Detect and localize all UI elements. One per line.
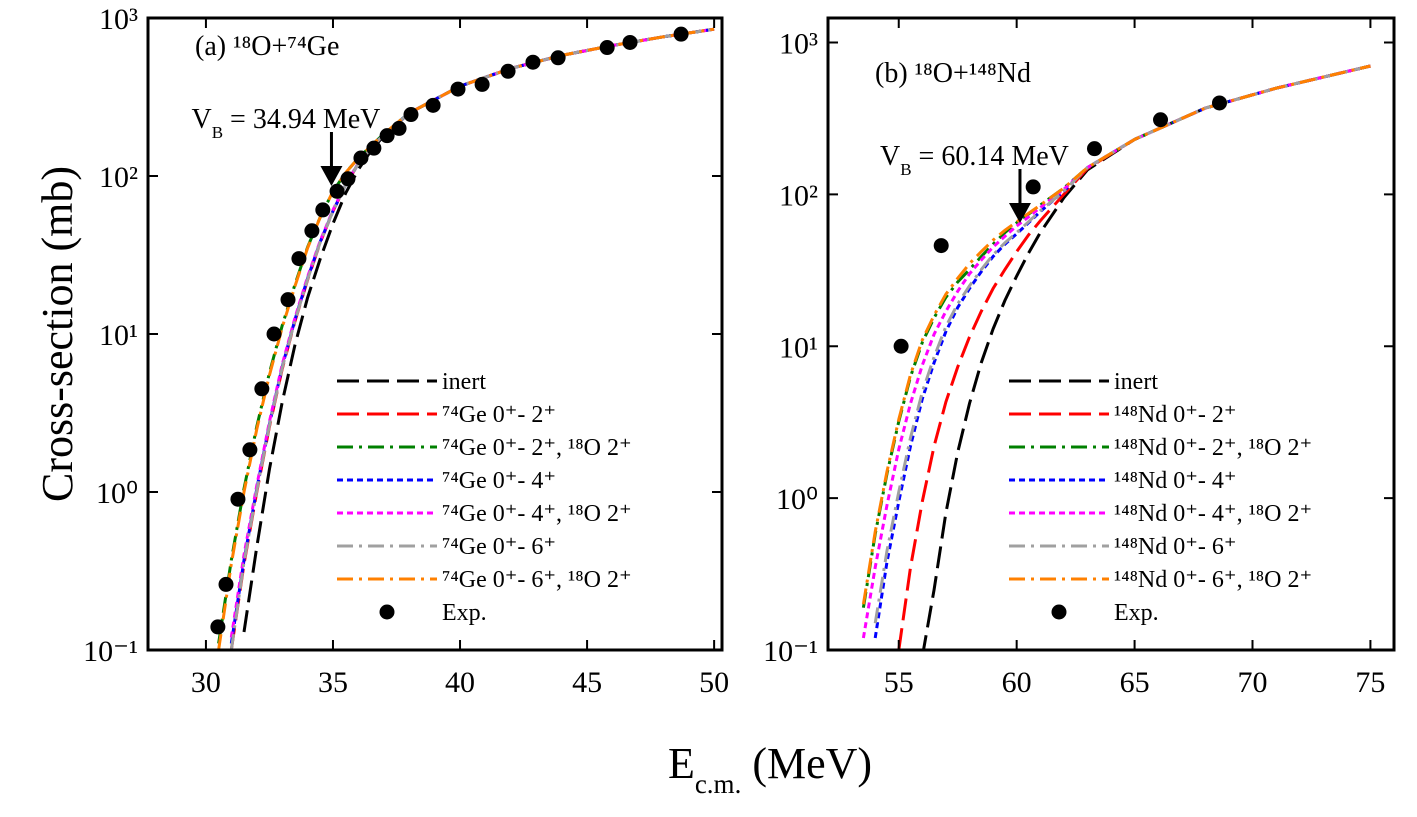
legend-label: inert — [442, 369, 486, 395]
annotation-arrowhead — [320, 166, 343, 186]
x-tick-label: 45 — [572, 666, 602, 699]
data-point — [1153, 112, 1169, 128]
x-tick-label: 40 — [445, 666, 475, 699]
x-tick-label: 55 — [884, 666, 914, 699]
data-point — [893, 338, 909, 354]
y-tick-label: 10² — [99, 161, 138, 194]
panel-title: (a) ¹⁸O+⁷⁴Ge — [195, 31, 339, 62]
data-point — [425, 97, 441, 113]
data-point — [474, 76, 490, 92]
plot-frame — [146, 16, 724, 652]
data-point — [340, 171, 356, 187]
plot-frame — [826, 16, 1396, 652]
x-tick-label: 65 — [1120, 666, 1150, 699]
data-point — [622, 34, 638, 50]
data-point — [218, 576, 234, 592]
y-tick-label: 10⁰ — [776, 483, 818, 516]
y-tick-label: 10¹ — [779, 331, 818, 364]
legend-label: ¹⁴⁸Nd 0⁺- 2⁺ — [1114, 402, 1237, 428]
y-tick-label: 10⁻¹ — [763, 635, 818, 668]
annotation: VB = 34.94 MeV — [191, 104, 380, 142]
text-part: V — [880, 141, 900, 172]
data-point — [599, 40, 615, 56]
x-tick-label: 30 — [191, 666, 221, 699]
y-tick-label: 10³ — [779, 28, 818, 61]
x-tick-label: 70 — [1238, 666, 1268, 699]
data-point — [450, 81, 466, 97]
data-point — [500, 63, 516, 79]
data-point — [304, 223, 320, 239]
data-point — [329, 183, 345, 199]
legend-label: ⁷⁴Ge 0⁺- 2⁺ — [442, 402, 556, 428]
y-tick-label: 10² — [779, 179, 818, 212]
data-point — [1086, 141, 1102, 157]
panel: 30 35 40 45 50 10⁻¹ 10⁰ 10¹ 10² 10³ (a) ¹⁸O+⁷⁴Ge VB… — [83, 3, 729, 699]
panel-title: (b) ¹⁸O+¹⁴⁸Nd — [875, 58, 1031, 89]
data-point — [280, 292, 296, 308]
data-point — [315, 202, 331, 218]
y-tick-label: 10³ — [99, 3, 138, 36]
legend-marker — [379, 604, 395, 620]
x-tick-label: 60 — [1002, 666, 1032, 699]
text-part: = 60.14 MeV — [912, 141, 1069, 172]
x-tick-label: 35 — [318, 666, 348, 699]
legend-label: ¹⁴⁸Nd 0⁺- 6⁺ — [1114, 534, 1237, 560]
legend-label: ¹⁴⁸Nd 0⁺- 2⁺, ¹⁸O 2⁺ — [1114, 435, 1312, 461]
text-part: V — [191, 104, 211, 135]
subscript: B — [212, 123, 223, 142]
legend-label: ⁷⁴Ge 0⁺- 6⁺, ¹⁸O 2⁺ — [442, 567, 632, 593]
x-tick-label: 50 — [699, 666, 729, 699]
data-point — [353, 150, 369, 166]
subscript: c.m. — [695, 769, 742, 799]
x-tick-label: 75 — [1355, 666, 1385, 699]
annotation-arrowhead — [1008, 203, 1031, 223]
y-axis-label: Cross-section (mb) — [33, 166, 82, 502]
data-point — [366, 140, 382, 156]
legend-label: ⁷⁴Ge 0⁺- 4⁺, ¹⁸O 2⁺ — [442, 501, 632, 527]
data-point — [933, 238, 949, 254]
line — [861, 64, 1371, 608]
line — [861, 64, 1371, 639]
x-axis-label: Ec.m. (MeV) — [668, 739, 872, 799]
annotation: VB = 60.14 MeV — [880, 141, 1069, 179]
legend-marker — [1051, 604, 1067, 620]
plot-area — [210, 26, 715, 650]
legend-label: ⁷⁴Ge 0⁺- 2⁺, ¹⁸O 2⁺ — [442, 435, 632, 461]
subscript: B — [900, 160, 911, 179]
legend-label: ¹⁴⁸Nd 0⁺- 4⁺ — [1114, 468, 1237, 494]
data-point — [254, 381, 270, 397]
y-tick-label: 10¹ — [99, 319, 138, 352]
text-part: E — [668, 739, 695, 788]
legend-label: Exp. — [442, 600, 487, 626]
plot-area — [861, 64, 1371, 650]
y-tick-label: 10⁰ — [96, 477, 138, 510]
data-point — [673, 26, 689, 42]
text-part: (MeV) — [741, 739, 872, 788]
data-point — [210, 619, 226, 635]
legend-label: ⁷⁴Ge 0⁺- 6⁺ — [442, 534, 556, 560]
text-part: = 34.94 MeV — [223, 104, 380, 135]
data-point — [550, 50, 566, 66]
line — [861, 64, 1371, 605]
data-point — [525, 54, 541, 70]
legend-label: ¹⁴⁸Nd 0⁺- 4⁺, ¹⁸O 2⁺ — [1114, 501, 1312, 527]
data-point — [1211, 95, 1227, 111]
panel: 55 60 65 70 75 10⁻¹ 10⁰ 10¹ 10² 10³ (b) ¹⁸O+¹⁴⁸Nd V… — [763, 16, 1396, 699]
legend-label: Exp. — [1114, 600, 1159, 626]
data-point — [242, 442, 258, 458]
legend-label: inert — [1114, 369, 1158, 395]
data-point — [266, 326, 282, 342]
data-point — [391, 120, 407, 136]
data-point — [403, 107, 419, 123]
y-tick-label: 10⁻¹ — [83, 635, 138, 668]
data-point — [379, 128, 395, 144]
legend-label: ⁷⁴Ge 0⁺- 4⁺ — [442, 468, 556, 494]
data-point — [1025, 179, 1041, 195]
legend-label: ¹⁴⁸Nd 0⁺- 6⁺, ¹⁸O 2⁺ — [1114, 567, 1312, 593]
data-point — [230, 491, 246, 507]
data-point — [291, 251, 307, 267]
